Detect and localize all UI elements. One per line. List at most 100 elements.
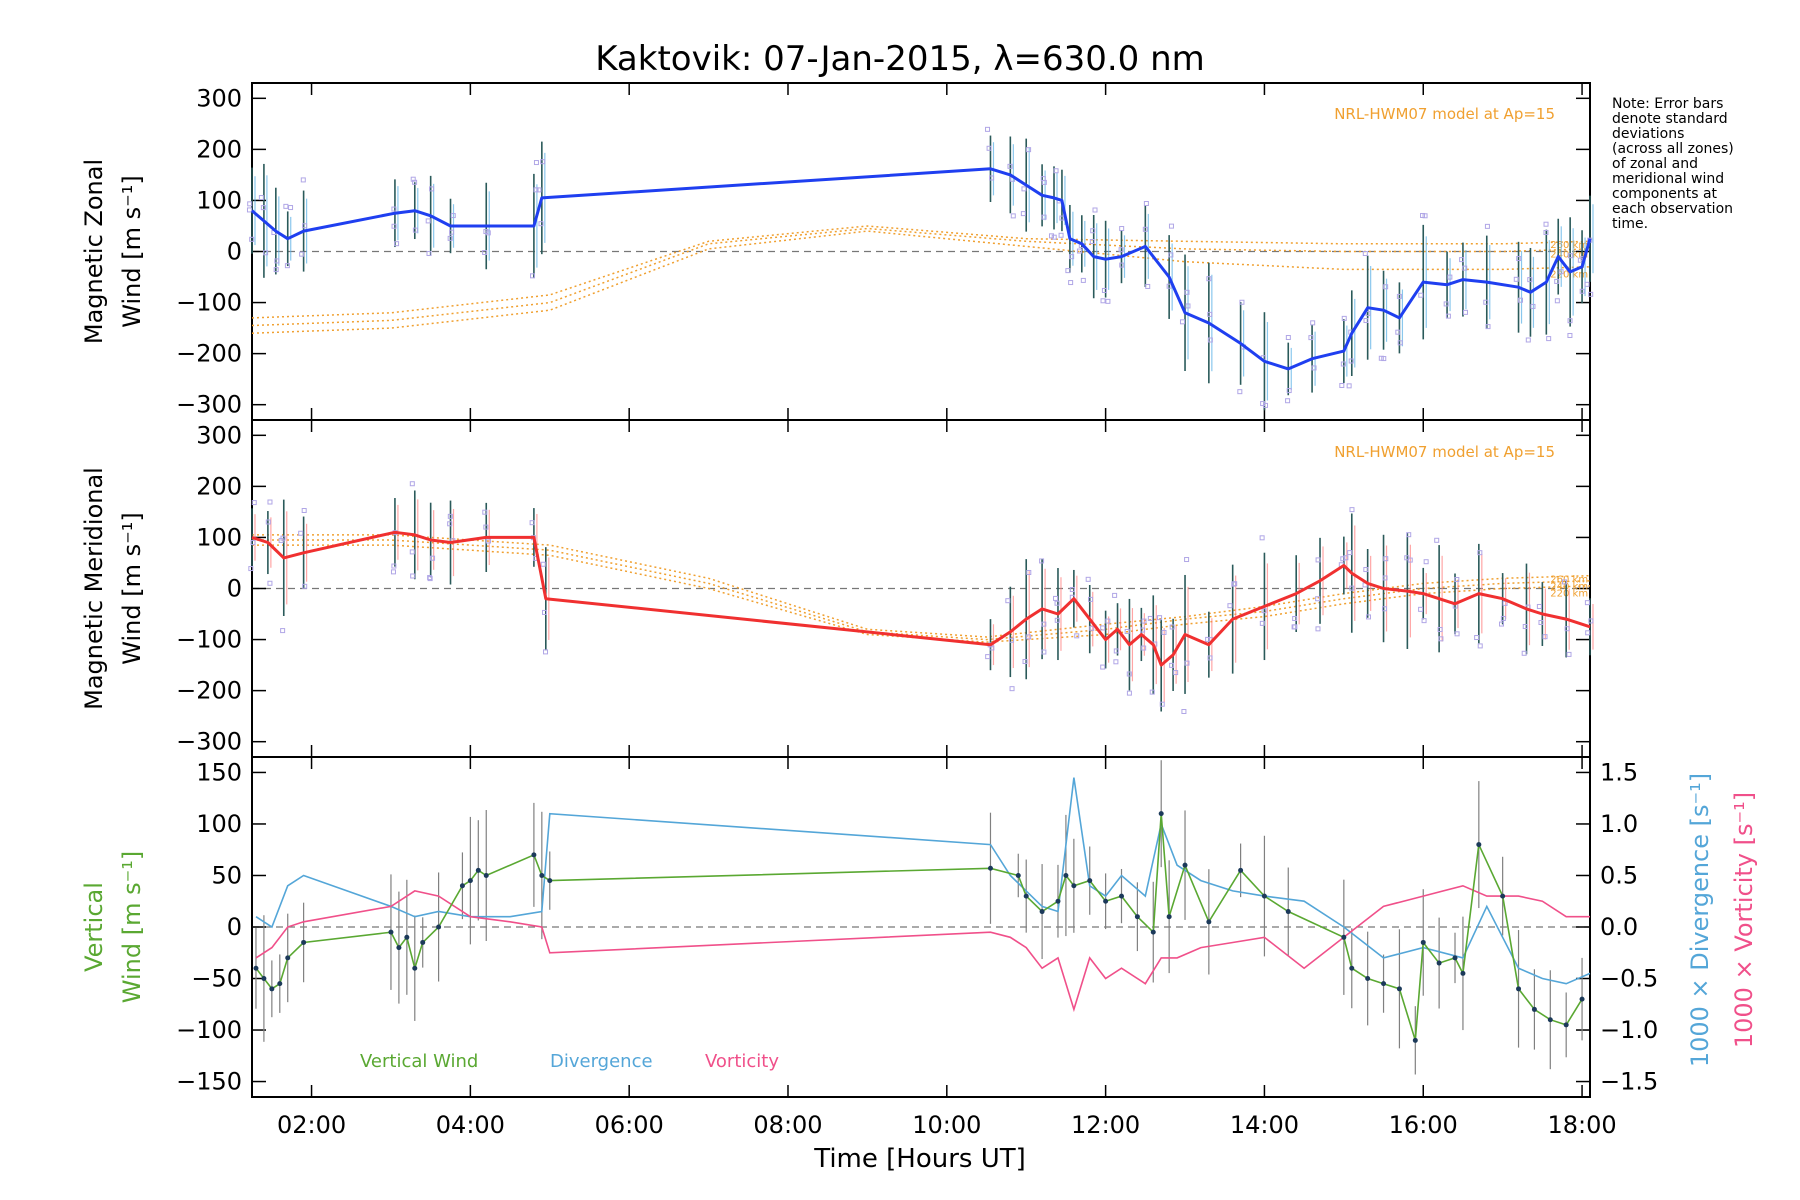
zone-point — [1092, 207, 1098, 213]
zone-point — [1566, 651, 1572, 657]
zone-point — [1260, 401, 1266, 407]
zone-point — [1349, 585, 1355, 591]
zone-point — [1579, 288, 1585, 294]
zone-point — [1397, 340, 1403, 346]
zone-point — [482, 250, 488, 256]
x-tick-label: 10:00 — [912, 1111, 981, 1139]
zone-point — [280, 628, 286, 634]
zonal-wind-line — [251, 167, 1592, 371]
zone-point — [1311, 365, 1317, 371]
zone-point — [542, 609, 548, 615]
note-line: (across all zones) — [1612, 141, 1734, 157]
y-axis-label: Wind [m s⁻¹] — [118, 851, 146, 1003]
zone-point — [1205, 636, 1211, 642]
vertical-wind-point — [269, 986, 275, 992]
zone-point — [1341, 315, 1347, 321]
zone-point — [1310, 320, 1316, 326]
zone-point — [1538, 619, 1544, 625]
zone-point — [1181, 709, 1187, 715]
zone-point — [1053, 595, 1059, 601]
zone-point — [1207, 655, 1213, 661]
zone-point — [274, 258, 280, 264]
zone-point — [280, 535, 286, 541]
vertical-wind-point — [1206, 919, 1212, 925]
y-axis-label: Magnetic Zonal — [80, 159, 108, 344]
y-tick-label: 0 — [227, 238, 242, 266]
zone-point — [412, 179, 418, 185]
zone-point — [1009, 637, 1015, 643]
zone-point — [300, 177, 306, 183]
zone-point — [483, 229, 489, 235]
x-tick-label: 08:00 — [753, 1111, 822, 1139]
zone-point — [1438, 636, 1444, 642]
legend-vorticity: Vorticity — [705, 1051, 779, 1072]
zone-point — [1474, 635, 1480, 641]
zone-point — [1484, 223, 1490, 229]
y-tick-label: −300 — [176, 728, 242, 756]
zone-point — [1530, 303, 1536, 309]
zone-point — [989, 175, 995, 181]
zone-point — [538, 221, 544, 227]
zone-point — [1567, 332, 1573, 338]
zone-point — [1185, 303, 1191, 309]
y-tick-label: −100 — [176, 289, 242, 317]
zone-point — [1069, 587, 1075, 593]
vertical-wind-point — [1396, 986, 1402, 992]
right-y-tick-label: 0.5 — [1600, 861, 1638, 889]
zone-point — [1500, 615, 1506, 621]
zone-point — [1206, 276, 1212, 282]
y-tick-label: 0 — [227, 575, 242, 603]
vertical-wind-point — [1412, 1037, 1418, 1043]
zone-point — [1259, 535, 1265, 541]
zone-point — [1065, 268, 1071, 274]
zone-point — [1588, 291, 1594, 297]
zone-point — [1567, 253, 1573, 259]
zone-point — [1584, 281, 1590, 287]
zone-point — [1561, 579, 1567, 585]
vertical-wind-point — [1134, 914, 1140, 920]
zone-point — [1088, 596, 1094, 602]
y-tick-label: 150 — [196, 758, 242, 786]
zone-point — [1363, 318, 1369, 324]
y-tick-label: 50 — [211, 861, 242, 889]
y-tick-label: −100 — [176, 626, 242, 654]
zone-point — [1100, 625, 1106, 631]
zone-point — [986, 145, 992, 151]
zone-point — [1207, 337, 1213, 343]
zone-point — [1477, 550, 1483, 556]
zone-point — [427, 576, 433, 582]
zone-point — [1112, 592, 1118, 598]
zone-point — [536, 187, 542, 193]
y-tick-label: −150 — [176, 1068, 242, 1096]
vertical-wind-point — [539, 872, 545, 878]
x-axis-label: Time [Hours UT] — [813, 1144, 1026, 1174]
zone-point — [1124, 628, 1130, 634]
zone-point — [1118, 247, 1124, 253]
zone-point — [301, 508, 307, 514]
y-tick-label: 200 — [196, 135, 242, 163]
zone-point — [1161, 629, 1167, 635]
zone-point — [1041, 649, 1047, 655]
zone-point — [1053, 168, 1059, 174]
zone-point — [427, 575, 433, 581]
zone-point — [1527, 277, 1533, 283]
right-y-tick-label: −1.0 — [1600, 1016, 1658, 1044]
right-y-tick-label: 0.0 — [1600, 913, 1638, 941]
zone-point — [1383, 556, 1389, 562]
zone-point — [1048, 233, 1054, 239]
vertical-wind-point — [1349, 965, 1355, 971]
zone-point — [533, 187, 539, 193]
y-tick-label: −50 — [191, 965, 242, 993]
vertical-wind-point — [459, 883, 465, 889]
zone-point — [1382, 575, 1388, 581]
zone-point — [1237, 389, 1243, 395]
zone-point — [1126, 671, 1132, 677]
zone-point — [1145, 283, 1151, 289]
y-tick-label: 100 — [196, 810, 242, 838]
vertical-wind-point — [1039, 909, 1045, 915]
zone-point — [543, 649, 549, 655]
zone-point — [985, 654, 991, 660]
note-line: each observation — [1612, 201, 1733, 217]
vertical-wind-point — [1182, 862, 1188, 868]
